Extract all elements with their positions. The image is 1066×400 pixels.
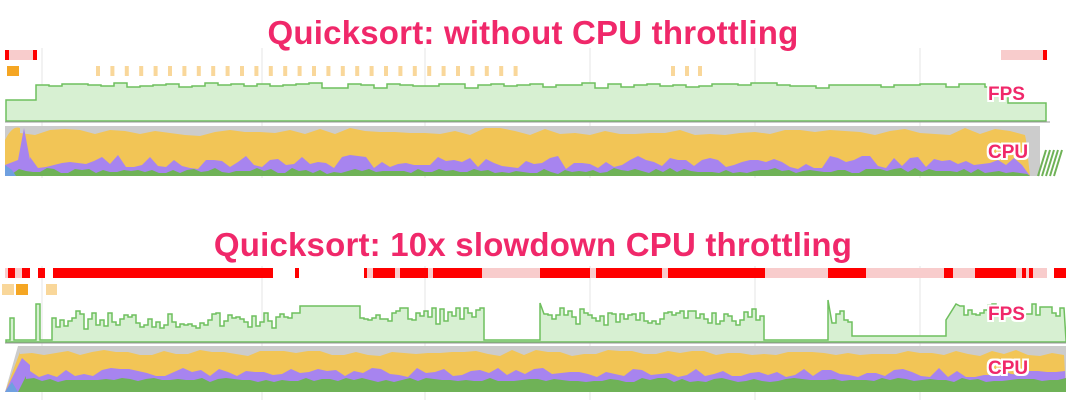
marker (225, 66, 230, 76)
marker (46, 284, 57, 295)
marker (355, 66, 360, 76)
timeline-chart-unthrottled (5, 48, 1063, 178)
marker (139, 66, 144, 76)
cpu-label: CPU (988, 142, 1029, 163)
cpu-loading (5, 382, 18, 392)
marker (8, 284, 14, 295)
cpu-hatch (1045, 149, 1055, 177)
frame-bar (400, 268, 428, 278)
frame-bar (1029, 268, 1033, 278)
timeline-chart-throttled (2, 266, 1066, 400)
frame-bar (8, 268, 15, 278)
frame-bar (668, 268, 765, 278)
marker (110, 66, 115, 76)
marker (484, 66, 489, 76)
marker (268, 66, 273, 76)
frame-bar (5, 268, 30, 278)
marker (196, 66, 201, 76)
frame-bar (1001, 50, 1047, 60)
panel-title: Quicksort: without CPU throttling (267, 14, 799, 51)
marker (168, 66, 172, 76)
frame-bar (1043, 50, 1047, 60)
marker (283, 66, 288, 76)
marker (698, 66, 702, 76)
cpu-label: CPU (988, 358, 1029, 379)
marker (685, 66, 689, 76)
marker (254, 66, 259, 76)
frame-bar (364, 268, 367, 278)
frame-bar (5, 50, 9, 60)
cpu-loading (5, 165, 16, 176)
marker (7, 66, 19, 76)
frame-bar (295, 268, 299, 278)
frame-bar (373, 268, 395, 278)
cpu-painting (5, 168, 1030, 176)
timeline-panel-throttled: Quicksort: 10x slowdown CPU throttling F… (0, 200, 1066, 400)
cpu-hatch (1037, 149, 1047, 177)
marker (441, 66, 446, 76)
cpu-hatch (1049, 149, 1059, 177)
cpu-hatch (1041, 149, 1051, 177)
frame-bar (540, 268, 590, 278)
marker (240, 66, 244, 76)
marker (369, 66, 374, 76)
marker (211, 66, 216, 76)
cpu-rendering (5, 128, 1030, 176)
panel-title: Quicksort: 10x slowdown CPU throttling (213, 226, 853, 263)
marker (182, 66, 187, 76)
frame-bar (38, 268, 45, 278)
frame-bar (5, 50, 37, 60)
marker (499, 66, 504, 76)
marker (384, 66, 388, 76)
fps-label: FPS (988, 304, 1025, 325)
marker (2, 284, 10, 295)
frame-bar (53, 268, 273, 278)
marker (412, 66, 417, 76)
marker (340, 66, 345, 76)
frame-bar (433, 268, 482, 278)
marker (470, 66, 475, 76)
marker (671, 66, 675, 76)
frame-bar (944, 268, 953, 278)
frame-bar (596, 268, 662, 278)
fps-label: FPS (988, 84, 1025, 105)
marker (427, 66, 432, 76)
marker (153, 66, 158, 76)
fps-area (5, 82, 1047, 122)
fps-area (5, 299, 1066, 343)
frame-bar (1054, 268, 1066, 278)
marker (398, 66, 403, 76)
marker (124, 66, 129, 76)
frame-bar (22, 268, 30, 278)
marker (297, 66, 302, 76)
marker (513, 66, 518, 76)
frame-bar (975, 268, 1016, 278)
frame-bar (1022, 268, 1026, 278)
marker (96, 66, 100, 76)
cpu-hatch (1053, 149, 1063, 177)
timeline-panel-unthrottled: Quicksort: without CPU throttling FPS CP… (5, 14, 1063, 178)
cpu-painting (18, 376, 1066, 392)
marker (312, 66, 316, 76)
frame-bar (33, 50, 37, 60)
marker (456, 66, 460, 76)
marker (326, 66, 331, 76)
frame-bar (828, 268, 866, 278)
marker (16, 284, 28, 295)
